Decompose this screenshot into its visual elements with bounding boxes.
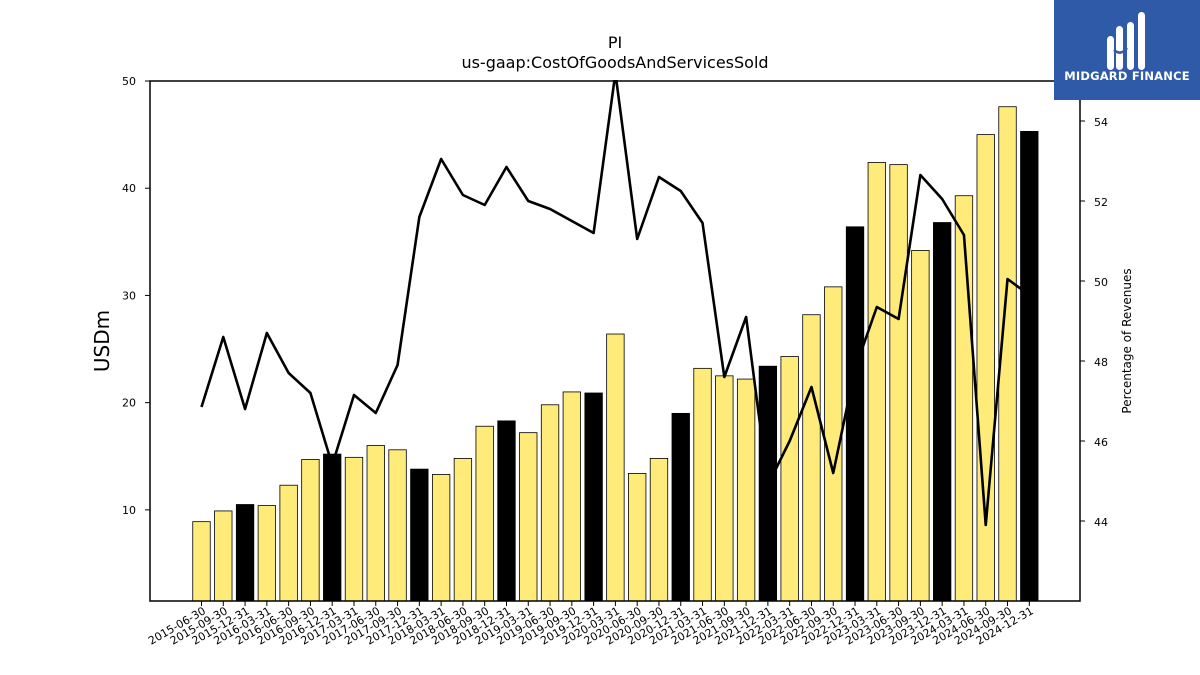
bar-2016-03-31 xyxy=(257,505,277,602)
percentage-line xyxy=(200,80,1031,527)
y-tick-label: 20 xyxy=(122,397,136,410)
bar-2024-12-31 xyxy=(1020,130,1039,602)
left-axis: 10 20 30 40 50 xyxy=(122,75,150,517)
bar-2019-12-31 xyxy=(584,392,603,602)
bar-2015-06-30 xyxy=(192,521,211,602)
bar-2019-03-31 xyxy=(519,432,538,602)
x-axis: 2015-06-302015-09-302015-12-312016-03-31… xyxy=(146,601,1036,648)
bar-2019-09-30 xyxy=(562,391,581,602)
bar-2018-03-31 xyxy=(431,474,451,602)
bar-2021-09-30 xyxy=(736,378,756,602)
bar-2017-06-30 xyxy=(366,445,385,602)
bar-2022-06-30 xyxy=(802,314,821,602)
line-layer xyxy=(200,80,1031,527)
chart-subtitle: us-gaap:CostOfGoodsAndServicesSold xyxy=(461,53,768,72)
bar-2018-12-31 xyxy=(497,420,516,602)
bar-2018-09-30 xyxy=(475,425,494,602)
bar-2024-03-31 xyxy=(954,195,974,602)
y-tick-label: 40 xyxy=(122,182,136,195)
bar-2018-06-30 xyxy=(453,457,473,602)
bar-2021-03-31 xyxy=(693,367,712,602)
bar-2020-09-30 xyxy=(649,457,669,602)
bar-2017-03-31 xyxy=(344,456,364,602)
bar-2016-06-30 xyxy=(279,484,298,602)
bar-2023-03-31 xyxy=(867,162,886,602)
y-tick-label: 50 xyxy=(122,75,136,88)
logo-text: MIDGARD FINANCE xyxy=(1064,69,1190,83)
y-tick-label: 30 xyxy=(122,289,136,302)
bar-2023-12-31 xyxy=(933,222,952,602)
bar-2019-06-30 xyxy=(540,404,560,602)
bar-2022-12-31 xyxy=(845,226,865,602)
bar-2023-06-30 xyxy=(889,164,908,602)
y2-tick-label: 44 xyxy=(1094,516,1108,529)
right-axis: 44 46 48 50 52 54 xyxy=(1080,116,1108,529)
bar-2015-12-31 xyxy=(235,504,255,602)
bar-2016-12-31 xyxy=(323,453,342,602)
bar-2024-06-30 xyxy=(976,134,995,602)
y2-tick-label: 52 xyxy=(1094,196,1108,209)
y2-axis-label: Percentage of Revenues xyxy=(1120,268,1134,413)
bar-2023-09-30 xyxy=(911,249,930,602)
bar-2015-09-30 xyxy=(214,510,233,602)
y2-tick-label: 54 xyxy=(1094,116,1108,129)
chart-title: PI xyxy=(608,33,622,52)
bar-2016-09-30 xyxy=(301,459,320,602)
bar-2017-12-31 xyxy=(410,468,429,602)
y2-tick-label: 48 xyxy=(1094,356,1108,369)
y-tick-label: 10 xyxy=(122,504,136,517)
bar-2022-03-31 xyxy=(780,356,799,602)
y-axis-label: USDm xyxy=(90,310,114,372)
y2-tick-label: 50 xyxy=(1094,276,1108,289)
bars-layer xyxy=(192,106,1039,602)
bar-2017-09-30 xyxy=(388,449,407,602)
midgard-finance-logo: MIDGARD FINANCE xyxy=(1054,0,1200,100)
bar-2020-06-30 xyxy=(628,473,647,602)
bar-2021-06-30 xyxy=(715,375,734,602)
logo-mark-icon xyxy=(1107,12,1145,70)
y2-tick-label: 46 xyxy=(1094,436,1108,449)
bar-2020-03-31 xyxy=(606,333,625,602)
bar-2020-12-31 xyxy=(671,412,690,602)
